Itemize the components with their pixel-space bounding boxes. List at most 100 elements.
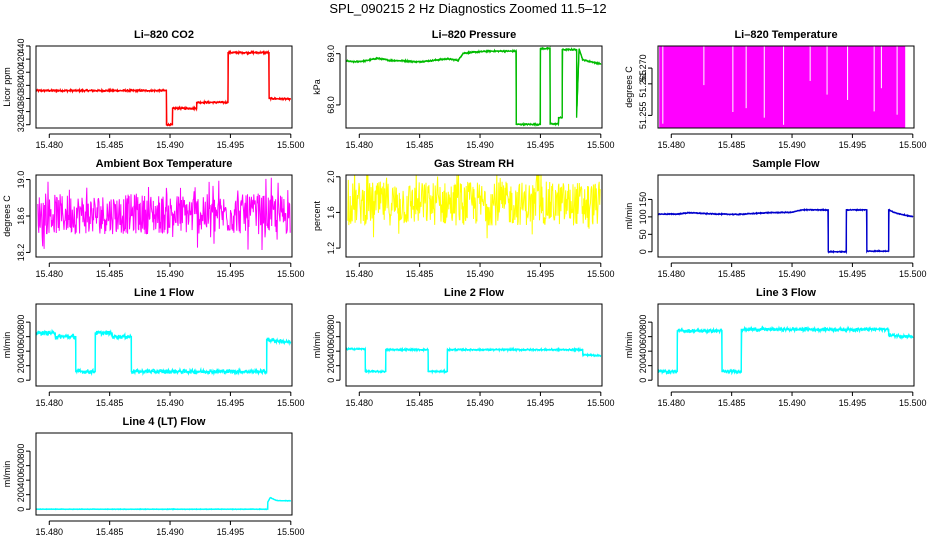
y-axis-label: ml/min [2, 461, 12, 488]
y-tick-label: 0 [326, 378, 336, 383]
x-tick-label: 15.490 [156, 527, 184, 537]
x-tick-label: 15.480 [36, 269, 64, 279]
x-tick-label: 15.485 [96, 527, 124, 537]
data-layer [658, 325, 914, 376]
x-tick-label: 15.490 [466, 398, 494, 408]
data-series [36, 49, 292, 127]
plot-frame [345, 174, 603, 258]
data-series-steps [36, 51, 291, 126]
y-tick-label: 420 [16, 52, 26, 67]
y-axis-label: ml/min [312, 332, 322, 359]
x-tick-label: 15.485 [96, 269, 124, 279]
data-series [658, 325, 914, 376]
panel-title: Ambient Box Temperature [96, 158, 233, 170]
plot-frame [35, 174, 293, 258]
panel-title: Gas Stream RH [434, 158, 514, 170]
x-tick-label: 15.480 [36, 527, 64, 537]
data-series [347, 175, 601, 239]
y-axis-label: degrees C [2, 195, 12, 237]
y-tick-label: 0 [638, 378, 648, 383]
panel-3: Ambient Box Temperature 15.480 15.485 15.49… [2, 158, 305, 279]
y-tick-label: 320 [16, 117, 26, 132]
x-tick-label: 15.500 [587, 140, 615, 150]
panel-9: Line 4 (LT) Flow 15.480 15.485 15.490 15.495… [2, 416, 305, 537]
plot-frame [35, 303, 293, 387]
y-tick-label: 0 [638, 249, 648, 254]
panel-title: Li–820 Pressure [432, 29, 516, 41]
y-tick-label: 2.0 [326, 171, 336, 184]
y-axis-label: ml/min [2, 332, 12, 359]
data-band [659, 46, 906, 128]
y-tick-label: 400 [326, 344, 336, 359]
x-tick-label: 15.500 [587, 269, 615, 279]
data-layer [36, 49, 292, 127]
y-tick-label: 1.2 [326, 242, 336, 255]
y-tick-label: 18.6 [16, 207, 26, 225]
data-series-steps [36, 496, 291, 510]
y-tick-label: 400 [638, 344, 648, 359]
y-tick-label: 50 [638, 229, 648, 239]
plot-frame [35, 432, 293, 516]
x-tick-label: 15.500 [277, 398, 305, 408]
x-tick-label: 15.490 [778, 140, 806, 150]
y-tick-label: 600 [16, 458, 26, 473]
plot-frame [657, 303, 915, 387]
y-tick-label: 69.0 [326, 45, 336, 63]
x-tick-label: 15.500 [277, 527, 305, 537]
panel-1: Li–820 Pressure 15.480 15.485 15.490 15.495 1… [312, 29, 615, 150]
x-tick-label: 15.500 [277, 140, 305, 150]
x-tick-label: 15.495 [527, 269, 555, 279]
y-tick-label: 400 [16, 65, 26, 80]
y-tick-label: 400 [16, 473, 26, 488]
x-tick-label: 15.490 [156, 398, 184, 408]
x-tick-label: 15.485 [718, 398, 746, 408]
data-layer [658, 207, 914, 255]
x-tick-label: 15.495 [217, 527, 245, 537]
panel-0: Li–820 CO2 15.480 15.485 15.490 15.495 15.500… [2, 29, 305, 150]
x-tick-label: 15.485 [406, 398, 434, 408]
y-tick-label: 150 [638, 192, 648, 207]
x-tick-label: 15.480 [346, 398, 374, 408]
x-tick-label: 15.480 [36, 398, 64, 408]
x-tick-label: 15.485 [718, 269, 746, 279]
plot-frame [345, 303, 603, 387]
x-tick-label: 15.480 [658, 269, 686, 279]
page-title: SPL_090215 2 Hz Diagnostics Zoomed 11.5–… [329, 1, 607, 16]
plot-frame [35, 45, 293, 129]
y-tick-label: 800 [326, 315, 336, 330]
x-tick-label: 15.500 [277, 269, 305, 279]
y-axis-label: Licor ppm [2, 67, 12, 107]
data-layer [346, 346, 602, 375]
x-tick-label: 15.500 [899, 398, 927, 408]
x-tick-label: 15.485 [96, 140, 124, 150]
data-layer [36, 496, 291, 511]
y-tick-label: 18.2 [16, 244, 26, 262]
x-tick-label: 15.495 [527, 398, 555, 408]
x-tick-label: 15.495 [217, 398, 245, 408]
panel-6: Line 1 Flow 15.480 15.485 15.490 15.495 15.50… [2, 287, 305, 408]
x-tick-label: 15.500 [899, 269, 927, 279]
y-tick-label: 380 [16, 78, 26, 93]
panel-title: Line 1 Flow [134, 287, 194, 299]
plot-frame [657, 174, 915, 258]
y-axis-label: degrees C [624, 66, 634, 108]
x-tick-label: 15.480 [658, 140, 686, 150]
y-tick-label: 0 [16, 378, 26, 383]
x-tick-label: 15.480 [658, 398, 686, 408]
x-tick-label: 15.490 [466, 269, 494, 279]
x-tick-label: 15.485 [406, 269, 434, 279]
y-axis-label: percent [312, 200, 322, 231]
y-tick-label: 440 [16, 38, 26, 53]
panel-title: Sample Flow [752, 158, 820, 170]
y-tick-label: 51.270 [638, 54, 648, 82]
y-tick-label: 800 [16, 444, 26, 459]
y-tick-label: 200 [16, 487, 26, 502]
plot-frame [657, 45, 915, 129]
x-tick-label: 15.495 [839, 140, 867, 150]
y-tick-label: 360 [16, 91, 26, 106]
panel-title: Line 2 Flow [444, 287, 504, 299]
data-series-steps [36, 332, 291, 373]
y-tick-label: 800 [638, 315, 648, 330]
